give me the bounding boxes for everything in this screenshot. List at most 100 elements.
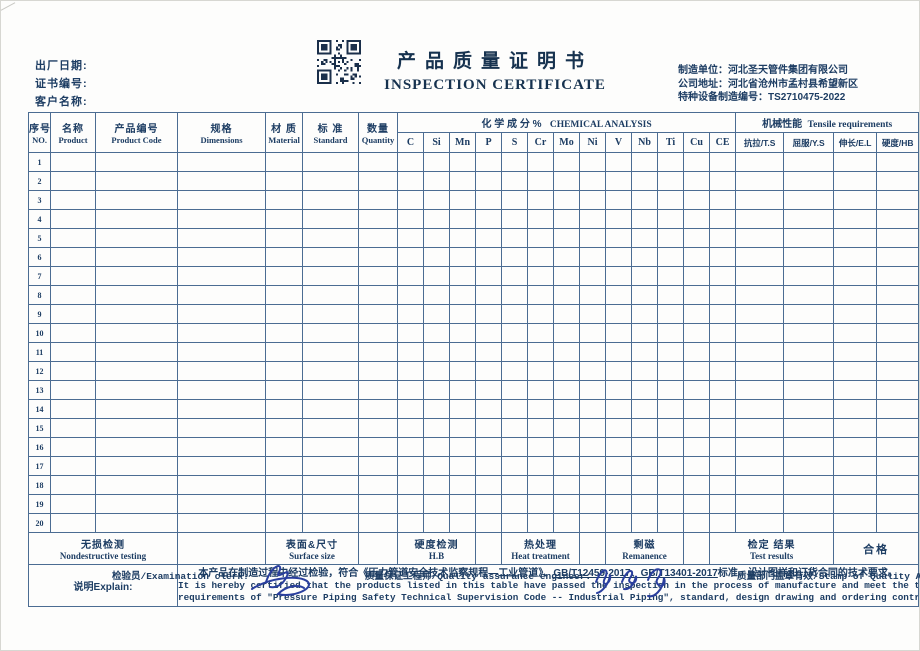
empty-cell (683, 247, 710, 267)
empty-cell (177, 171, 266, 191)
empty-cell (50, 437, 96, 457)
empty-cell (397, 418, 424, 438)
chemical-element-header: V (605, 132, 632, 153)
table-row: 15 (28, 418, 920, 438)
table-row: 2 (28, 171, 920, 191)
empty-cell (876, 456, 920, 476)
empty-cell (475, 494, 502, 514)
chemical-element-header: S (501, 132, 528, 153)
empty-cell (50, 228, 96, 248)
empty-cell (708, 152, 737, 172)
empty-cell (449, 323, 476, 343)
row-number: 3 (28, 190, 51, 210)
remanence-value-cell (683, 532, 710, 565)
row-number: 8 (28, 285, 51, 305)
empty-cell (423, 513, 450, 533)
empty-cell (423, 342, 450, 362)
empty-cell (876, 380, 920, 400)
empty-cell (735, 190, 785, 210)
empty-cell (449, 513, 476, 533)
empty-cell (265, 171, 303, 191)
empty-cell (708, 228, 737, 248)
empty-cell (657, 323, 684, 343)
empty-cell (501, 209, 528, 229)
empty-cell (50, 247, 96, 267)
empty-cell (302, 513, 359, 533)
empty-cell (657, 437, 684, 457)
empty-cell (579, 437, 606, 457)
empty-cell (657, 228, 684, 248)
empty-cell (657, 209, 684, 229)
result-value-cell: 合格 (833, 532, 920, 565)
row-number: 12 (28, 361, 51, 381)
table-row: 4 (28, 209, 920, 229)
empty-cell (50, 399, 96, 419)
header-right-block: 制造单位：河北圣天管件集团有限公司 公司地址：河北省沧州市孟村县希望新区 特种设… (678, 64, 858, 105)
empty-cell (553, 418, 580, 438)
empty-cell (735, 475, 785, 495)
empty-cell (735, 513, 785, 533)
empty-cell (708, 323, 737, 343)
empty-cell (397, 209, 424, 229)
empty-cell (833, 342, 878, 362)
empty-cell (683, 475, 710, 495)
empty-cell (708, 456, 737, 476)
empty-cell (50, 152, 96, 172)
empty-cell (708, 399, 737, 419)
empty-cell (177, 209, 266, 229)
empty-cell (783, 247, 835, 267)
empty-cell (265, 475, 303, 495)
test-results-cell: 检定 结果 Test results (708, 532, 835, 565)
empty-cell (50, 209, 96, 229)
empty-cell (833, 361, 878, 381)
empty-cell (833, 190, 878, 210)
qr-code-icon (317, 40, 361, 84)
empty-cell (579, 171, 606, 191)
empty-cell (265, 380, 303, 400)
table-row: 17 (28, 456, 920, 476)
empty-cell (735, 494, 785, 514)
empty-cell (876, 418, 920, 438)
empty-cell (657, 456, 684, 476)
empty-cell (553, 266, 580, 286)
empty-cell (177, 190, 266, 210)
empty-cell (683, 171, 710, 191)
empty-cell (631, 418, 658, 438)
empty-cell (708, 475, 737, 495)
empty-cell (605, 190, 632, 210)
empty-cell (735, 342, 785, 362)
empty-cell (735, 228, 785, 248)
empty-cell (579, 475, 606, 495)
empty-cell (605, 228, 632, 248)
empty-cell (553, 361, 580, 381)
empty-cell (657, 399, 684, 419)
row-number: 6 (28, 247, 51, 267)
empty-cell (605, 171, 632, 191)
empty-cell (449, 190, 476, 210)
table-row: 8 (28, 285, 920, 305)
empty-cell (876, 228, 920, 248)
empty-cell (605, 266, 632, 286)
empty-cell (449, 171, 476, 191)
empty-cell (265, 190, 303, 210)
empty-cell (657, 190, 684, 210)
empty-cell (302, 266, 359, 286)
empty-cell (631, 152, 658, 172)
row-number: 18 (28, 475, 51, 495)
empty-cell (265, 209, 303, 229)
empty-cell (631, 171, 658, 191)
empty-cell (397, 494, 424, 514)
empty-cell (579, 418, 606, 438)
empty-cell (605, 418, 632, 438)
empty-cell (683, 266, 710, 286)
empty-cell (833, 152, 878, 172)
empty-cell (631, 380, 658, 400)
table-row: 5 (28, 228, 920, 248)
empty-cell (833, 171, 878, 191)
empty-cell (876, 266, 920, 286)
chemical-element-header: Cr (527, 132, 554, 153)
empty-cell (708, 247, 737, 267)
empty-cell (683, 380, 710, 400)
empty-cell (95, 418, 178, 438)
empty-cell (876, 361, 920, 381)
